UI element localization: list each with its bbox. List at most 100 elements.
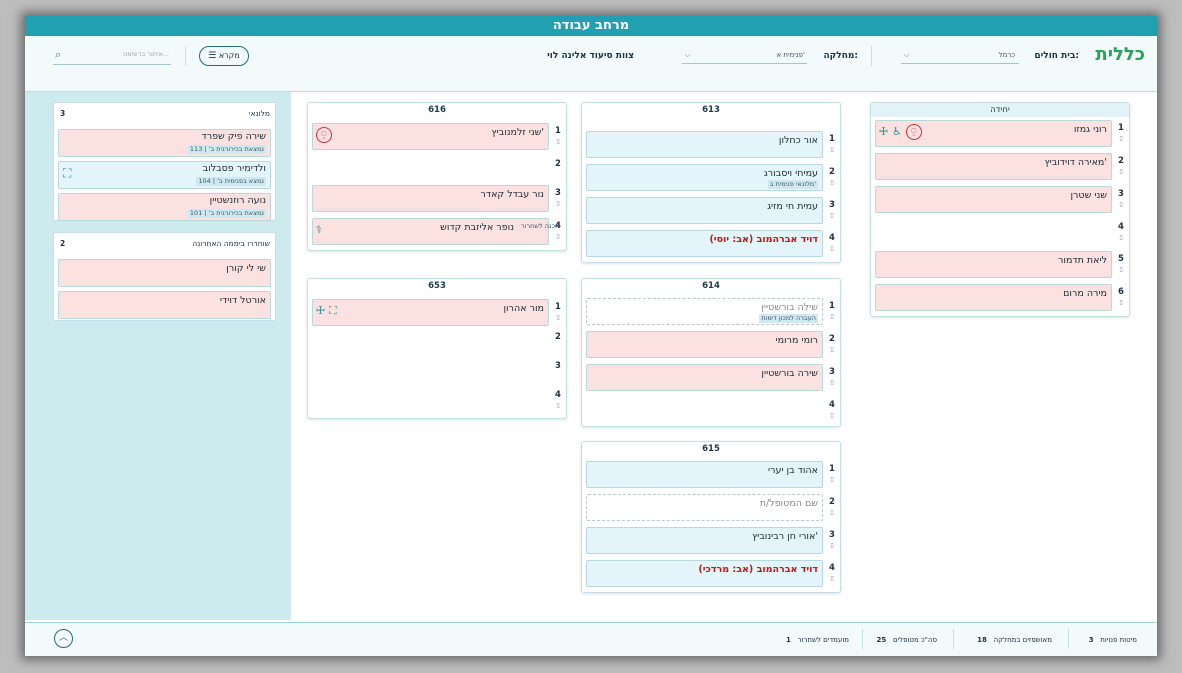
room-title: 613 bbox=[702, 105, 720, 115]
patient-name: מור אהרון bbox=[503, 303, 544, 314]
patient-card[interactable]: רוני גמזו 🜊 ♿ ⍜ bbox=[875, 120, 1112, 147]
bed-number: 3 bbox=[829, 367, 835, 377]
hospital-select-value: כרמל bbox=[998, 51, 1015, 59]
hotel-patient-card[interactable]: ולדימיר פסבלוב נמצא בפנימית ב' | 104 ⛶ bbox=[58, 161, 271, 189]
iv-drip-icon: 🜊 bbox=[316, 304, 325, 317]
patient-card[interactable]: מאירה דוידוביץ' bbox=[875, 153, 1112, 180]
patient-name: נועה רוזנשטיין bbox=[209, 195, 266, 206]
header-divider bbox=[185, 46, 186, 66]
status-footer: מיטות פנויות 3 מאושפזים במחלקה 18 סה"כ מ… bbox=[25, 622, 1157, 656]
bed-slot: 1 ▯ שילה בורשטיין העברה למכון דימות bbox=[586, 298, 836, 325]
room-title: 614 bbox=[702, 281, 720, 291]
patient-card[interactable]: מור אהרון 🜊 ⛶ bbox=[312, 299, 549, 326]
patient-card[interactable]: אהוד בן יערי bbox=[586, 461, 823, 488]
collapse-up-button[interactable]: ︿ bbox=[54, 629, 73, 648]
patient-card[interactable]: אורי חן רבינוביץ' bbox=[586, 527, 823, 554]
bed-status-icon: ▯ bbox=[830, 542, 834, 549]
bed-slot: 1 ▯ אור כחלון bbox=[586, 131, 836, 158]
side-panel: מלונאי 3 שירה פיק שפרד נמצאת בכירורגית ב… bbox=[25, 92, 291, 620]
patient-card[interactable]: דויד אברהמוב (אב: מרדכי) bbox=[586, 560, 823, 587]
hotel-count: 3 bbox=[60, 109, 66, 118]
bed-slot: 2 ▯ שם המטופל/ת bbox=[586, 494, 836, 521]
patient-name: מירה מרום bbox=[1063, 288, 1107, 299]
main-area: מלונאי 3 שירה פיק שפרד נמצאת בכירורגית ב… bbox=[25, 92, 1157, 620]
patient-name: שירה פיק שפרד bbox=[201, 131, 266, 142]
bed-number: 2 bbox=[555, 332, 561, 342]
bed-slot: 5 ▯ ליאת תדמור bbox=[875, 251, 1125, 278]
room-title: 653 bbox=[428, 281, 446, 291]
bed-slot: 4 ▯ bbox=[586, 397, 836, 424]
department-label: מחלקה: bbox=[823, 51, 858, 61]
stat-label: מאושפזים במחלקה bbox=[993, 636, 1052, 644]
bed-slot: 2 ▯ מאירה דוידוביץ' bbox=[875, 153, 1125, 180]
patient-card[interactable]: רומי מרומי bbox=[586, 331, 823, 358]
patient-card[interactable]: נור עבדל קאדר bbox=[312, 185, 549, 212]
patient-card[interactable]: עמית חי מזיג bbox=[586, 197, 823, 224]
hotel-patient-card[interactable]: שירה פיק שפרד נמצאת בכירורגית ב' | 113 bbox=[58, 129, 271, 157]
stat-value: 3 bbox=[1088, 636, 1094, 644]
hospital-select[interactable]: כרמל ⌵ bbox=[901, 47, 1019, 64]
stat-release-candidates: מועמדים לשחרור 1 bbox=[786, 636, 849, 644]
patient-name: אהוד בן יערי bbox=[767, 465, 818, 476]
released-patient-card[interactable]: שי לי קורן bbox=[58, 259, 271, 287]
bed-number: 4 bbox=[555, 390, 561, 400]
bed-number: 4 bbox=[829, 563, 835, 573]
patient-name: מאירה דוידוביץ' bbox=[1044, 157, 1107, 168]
bed-status-icon: ▯ bbox=[1119, 299, 1123, 306]
search-field[interactable]: איתור ברשימה... ⌕ bbox=[53, 47, 171, 65]
stat-label: מועמדים לשחרור bbox=[797, 636, 849, 644]
department-select[interactable]: פנימית א' ⌵ bbox=[682, 47, 807, 64]
bed-slot: 3 bbox=[312, 358, 562, 385]
bed-slot: 2 ▯ עמיחי ויסבורג מלונאי פנימית ב' bbox=[586, 164, 836, 191]
bed-status-icon: ▯ bbox=[556, 200, 560, 207]
bed-number: 2 bbox=[1118, 156, 1124, 166]
patient-card[interactable]: שילה בורשטיין העברה למכון דימות bbox=[586, 298, 823, 325]
patient-name: רומי מרומי bbox=[775, 335, 818, 346]
bed-number: 2 bbox=[829, 497, 835, 507]
bed-number: 1 bbox=[829, 301, 835, 311]
hotel-patient-card[interactable]: נועה רוזנשטיין נמצאת בכירורגית ב' | 101 bbox=[58, 193, 271, 221]
patient-name: שילה בורשטיין bbox=[761, 302, 818, 313]
released-title: שוחררו ביממה האחרונה bbox=[192, 239, 270, 248]
stat-value: 1 bbox=[786, 636, 791, 644]
patient-status: העברה למכון דימות bbox=[759, 314, 818, 323]
patient-name: אור כחלון bbox=[778, 135, 818, 146]
patient-card[interactable]: נופר אליזבת קדוש הכנה לשחרור ⚕ bbox=[312, 218, 559, 245]
patient-name: שני זלמנוביץ' bbox=[491, 127, 544, 138]
released-patient-card[interactable]: אורטל דוידי bbox=[58, 291, 271, 319]
patient-card[interactable]: דויד אברהמוב (אב: יוסי) bbox=[586, 230, 823, 257]
scan-icon: ⛶ bbox=[328, 304, 337, 317]
bed-status-icon: ▯ bbox=[1119, 168, 1123, 175]
iv-drip-icon: 🜊 bbox=[879, 125, 888, 138]
app-title: מרחב עבודה bbox=[25, 16, 1157, 36]
patient-card[interactable]: אור כחלון bbox=[586, 131, 823, 158]
bed-slot: 4 ▯ bbox=[312, 387, 562, 414]
scan-icon: ⛶ bbox=[63, 166, 72, 180]
legend-button[interactable]: ☰ מקרא bbox=[199, 46, 249, 66]
patient-name: שי לי קורן bbox=[226, 263, 266, 274]
patient-card[interactable]: ליאת תדמור bbox=[875, 251, 1112, 278]
bed-status-icon: ▯ bbox=[830, 212, 834, 219]
patient-card[interactable]: שני שטרן bbox=[875, 186, 1112, 213]
patient-card[interactable]: שני זלמנוביץ' ⍜ bbox=[312, 123, 549, 150]
room-615: 615 1 ▯ אהוד בן יערי 2 ▯ שם המטופל/ת 3 ▯ אורי חן… bbox=[581, 441, 841, 593]
patient-card[interactable]: עמיחי ויסבורג מלונאי פנימית ב' bbox=[586, 164, 823, 191]
patient-card[interactable]: מירה מרום bbox=[875, 284, 1112, 311]
bed-number: 4 bbox=[829, 233, 835, 243]
patient-name: שירה בורשטיין bbox=[761, 368, 818, 379]
bed-slot: 4 ▯ נופר אליזבת קדוש הכנה לשחרור ⚕ bbox=[312, 218, 562, 245]
room-653: 653 1 ▯ מור אהרון 🜊 ⛶ 2 3 4 ▯ bbox=[307, 278, 567, 419]
room-title: 615 bbox=[702, 444, 720, 454]
patient-card[interactable]: שירה בורשטיין bbox=[586, 364, 823, 391]
bed-status-icon: ▯ bbox=[1119, 266, 1123, 273]
allergy-icon: ⍜ bbox=[905, 124, 922, 140]
room-613: 613 1 ▯ אור כחלון 2 ▯ עמיחי ויסבורג מלונאי פני… bbox=[581, 102, 841, 263]
bed-slot: 4 ▯ דויד אברהמוב (אב: מרדכי) bbox=[586, 560, 836, 587]
bed-status-icon: ▯ bbox=[556, 233, 560, 240]
bed-number: 3 bbox=[829, 200, 835, 210]
bed-status-icon: ▯ bbox=[1119, 234, 1123, 241]
room-616: 616 1 ▯ שני זלמנוביץ' ⍜ 2 3 ▯ נור עבדל קאדר 4 ▯ נו… bbox=[307, 102, 567, 251]
patient-card[interactable]: שם המטופל/ת bbox=[586, 494, 823, 521]
bed-number: 2 bbox=[829, 167, 835, 177]
footer-divider bbox=[953, 629, 954, 649]
